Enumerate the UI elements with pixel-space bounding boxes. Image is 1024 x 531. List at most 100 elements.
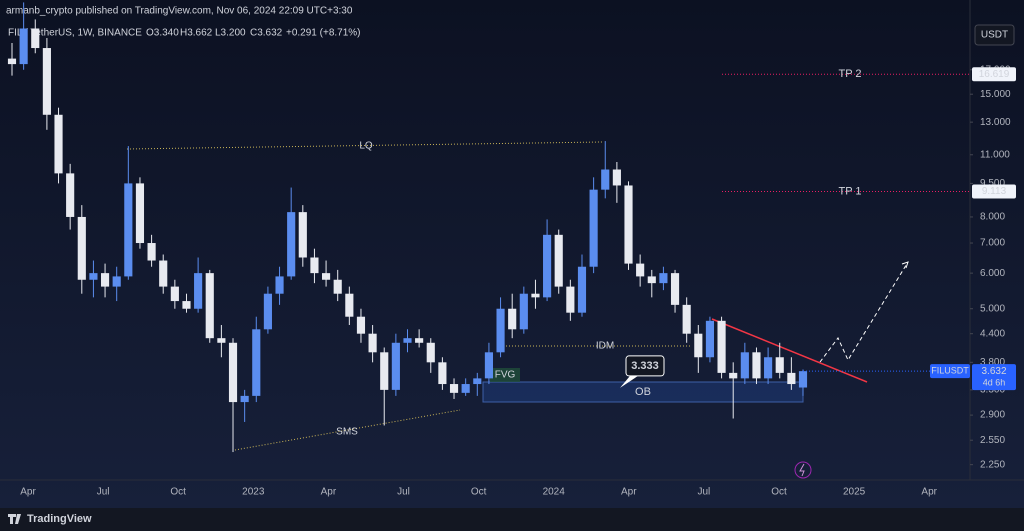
x-tick-label: Jul	[397, 487, 410, 498]
target-label: TP 1	[838, 185, 861, 197]
candle-body	[438, 362, 447, 385]
x-tick-label: Apr	[621, 487, 637, 498]
candle-body	[670, 273, 680, 305]
y-tick-label: 6.000	[980, 268, 1005, 279]
candle-body	[775, 357, 784, 373]
alert-icon[interactable]	[794, 461, 812, 479]
candle-body	[112, 276, 121, 287]
sms-line	[234, 409, 461, 451]
candle-body	[787, 372, 796, 385]
candle-body	[240, 395, 249, 403]
candle-body	[159, 260, 168, 287]
target-price-label: 9.113	[982, 186, 1007, 197]
target-price-badge	[972, 67, 1016, 82]
candle-body	[554, 234, 563, 287]
tradingview-logo	[8, 514, 21, 524]
candle-body	[798, 371, 808, 388]
candle-body	[217, 338, 226, 343]
candle-body	[310, 257, 319, 274]
y-tick-label: 2.250	[980, 459, 1005, 470]
legend-symbol[interactable]: FIL / TetherUS, 1W, BINANCE	[8, 28, 142, 39]
last-price-label: 3.632	[981, 366, 1006, 377]
candle-body	[100, 273, 110, 287]
y-tick-label: 11.000	[980, 149, 1010, 160]
candle-body	[228, 342, 238, 403]
candle-body	[543, 234, 552, 298]
candle-body	[135, 183, 145, 244]
x-tick-label: 2025	[843, 487, 866, 498]
candle-body	[519, 293, 528, 330]
candle-body	[7, 58, 17, 65]
legend-high: H3.662	[180, 28, 213, 39]
candle-body	[705, 320, 715, 358]
projection-arrow	[901, 261, 909, 269]
x-tick-label: Apr	[921, 487, 937, 498]
candle-body	[729, 372, 738, 379]
lq-label: LQ	[359, 141, 373, 152]
candle-body	[124, 183, 133, 277]
candle-body	[531, 293, 540, 298]
candle-body	[682, 304, 691, 334]
x-tick-label: 2023	[242, 487, 265, 498]
candle-body	[496, 308, 505, 353]
ob-label: OB	[635, 386, 651, 398]
candle-body	[298, 212, 307, 258]
last-price-badge	[972, 364, 1016, 391]
y-tick-label: 8.000	[980, 212, 1005, 223]
x-tick-label: Oct	[471, 487, 487, 498]
candle-body	[694, 333, 703, 358]
x-tick-label: Oct	[170, 487, 186, 498]
idm-label: IDM	[596, 341, 614, 352]
x-tick-label: Apr	[321, 487, 337, 498]
symbol-badge-label: FILUSDT	[931, 366, 969, 376]
candle-body	[415, 338, 424, 343]
candle-body	[426, 342, 435, 363]
candle-body	[205, 273, 214, 339]
countdown-label: 4d 6h	[983, 378, 1006, 388]
lq-line	[126, 141, 603, 150]
projection-path	[819, 261, 909, 363]
candle-body	[66, 173, 75, 217]
legend-close: C3.632	[250, 28, 283, 39]
ob-price-label: 3.333	[631, 360, 659, 372]
candle-body	[484, 352, 493, 379]
candle-body	[764, 357, 773, 379]
candle-body	[194, 273, 203, 309]
alert-icon-bolt	[799, 463, 805, 477]
candle-body	[287, 212, 296, 277]
candle-body	[589, 189, 598, 267]
candle-body	[42, 48, 51, 115]
candle-body	[508, 308, 517, 330]
footer-brand: TradingView	[27, 513, 92, 525]
candle-body	[740, 352, 749, 379]
footer-bar	[0, 508, 1024, 531]
legend-open: O3.340	[146, 28, 179, 39]
y-tick-label: 13.000	[980, 117, 1011, 128]
candle-body	[345, 293, 354, 317]
candle-body	[624, 185, 633, 264]
candle-body	[322, 273, 331, 280]
candle-body	[368, 333, 377, 353]
x-tick-label: Oct	[771, 487, 787, 498]
candle-body	[566, 286, 575, 313]
currency-button[interactable]	[974, 24, 1015, 46]
candle-body	[403, 338, 412, 343]
candle-body	[752, 352, 761, 379]
candle-body	[19, 28, 28, 65]
symbol-badge	[930, 364, 970, 379]
candle-body	[356, 316, 366, 334]
candle-body	[659, 273, 668, 284]
currency-button-label[interactable]: USDT	[981, 30, 1008, 41]
y-tick-label: 4.400	[980, 328, 1005, 339]
fvg-label: FVG	[495, 370, 516, 381]
ob-price-badge	[625, 355, 665, 377]
candle-body	[77, 216, 86, 280]
candle-body	[601, 169, 610, 190]
candle-body	[612, 169, 621, 186]
y-tick-label: 9.500	[980, 178, 1005, 189]
candle-body	[252, 329, 261, 396]
candle-body	[89, 273, 98, 280]
candle-body	[473, 378, 482, 385]
publisher-line: armanb_crypto published on TradingView.c…	[6, 6, 353, 17]
